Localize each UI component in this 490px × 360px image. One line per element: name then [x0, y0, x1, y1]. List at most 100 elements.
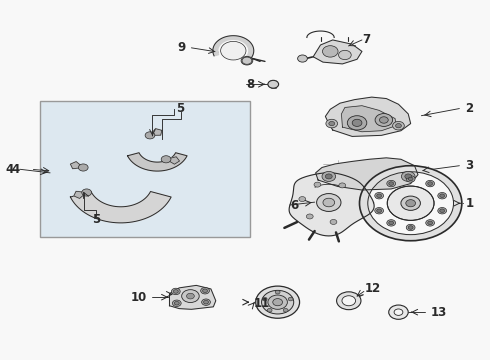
Circle shape — [314, 182, 321, 187]
Text: 11: 11 — [254, 297, 270, 310]
Text: 1: 1 — [465, 197, 473, 210]
Circle shape — [202, 299, 210, 305]
Circle shape — [408, 177, 413, 181]
Circle shape — [440, 209, 444, 212]
Text: 5: 5 — [176, 102, 185, 115]
Circle shape — [172, 288, 180, 295]
Polygon shape — [325, 97, 411, 136]
Circle shape — [438, 207, 446, 214]
Polygon shape — [213, 36, 254, 58]
Text: 9: 9 — [177, 41, 186, 54]
Circle shape — [426, 180, 435, 187]
Circle shape — [325, 174, 332, 179]
Circle shape — [406, 200, 416, 207]
Circle shape — [375, 113, 392, 126]
Circle shape — [339, 50, 351, 60]
Circle shape — [440, 194, 444, 198]
Circle shape — [203, 300, 208, 304]
Circle shape — [408, 226, 413, 229]
Circle shape — [395, 123, 401, 128]
Circle shape — [387, 180, 395, 187]
Polygon shape — [71, 192, 171, 223]
Circle shape — [389, 305, 408, 319]
Circle shape — [375, 207, 384, 214]
FancyBboxPatch shape — [40, 102, 250, 237]
Polygon shape — [316, 158, 418, 190]
Circle shape — [262, 291, 294, 314]
Polygon shape — [150, 129, 162, 135]
Circle shape — [387, 186, 434, 220]
Circle shape — [187, 293, 195, 299]
Circle shape — [428, 182, 433, 185]
Circle shape — [377, 209, 382, 212]
Text: 13: 13 — [431, 306, 447, 319]
Circle shape — [389, 182, 393, 185]
Polygon shape — [289, 173, 374, 236]
Circle shape — [299, 197, 306, 202]
Circle shape — [379, 117, 388, 123]
Circle shape — [275, 291, 280, 294]
Circle shape — [268, 295, 288, 309]
Circle shape — [342, 296, 356, 306]
Circle shape — [273, 298, 283, 306]
Circle shape — [220, 41, 246, 60]
Circle shape — [326, 119, 338, 128]
Circle shape — [438, 193, 446, 199]
Text: 3: 3 — [465, 159, 473, 172]
Polygon shape — [342, 106, 396, 132]
Circle shape — [347, 116, 367, 130]
Circle shape — [201, 288, 209, 294]
Circle shape — [82, 189, 92, 196]
Text: 7: 7 — [362, 33, 370, 46]
Text: 5: 5 — [92, 213, 100, 226]
Circle shape — [306, 214, 313, 219]
Text: 4: 4 — [6, 163, 14, 176]
Circle shape — [428, 221, 433, 225]
Polygon shape — [170, 285, 216, 309]
Text: 10: 10 — [130, 291, 147, 304]
Circle shape — [145, 132, 155, 139]
Circle shape — [202, 289, 207, 293]
Circle shape — [330, 220, 337, 224]
Circle shape — [401, 196, 420, 210]
Circle shape — [375, 193, 384, 199]
Circle shape — [405, 174, 412, 179]
Circle shape — [339, 183, 345, 188]
Circle shape — [394, 309, 403, 315]
Circle shape — [288, 297, 293, 301]
Circle shape — [297, 55, 307, 62]
Circle shape — [329, 121, 335, 126]
Circle shape — [377, 194, 382, 198]
Circle shape — [406, 176, 415, 182]
Circle shape — [161, 156, 171, 163]
Circle shape — [323, 198, 335, 207]
Circle shape — [174, 301, 179, 305]
Polygon shape — [166, 157, 179, 164]
Text: 6: 6 — [290, 198, 298, 212]
Circle shape — [322, 171, 336, 181]
Circle shape — [387, 220, 395, 226]
Text: 2: 2 — [465, 102, 473, 115]
Circle shape — [401, 171, 415, 181]
Circle shape — [389, 221, 393, 225]
Text: 12: 12 — [365, 282, 381, 295]
Polygon shape — [360, 166, 462, 241]
Text: 4: 4 — [12, 163, 20, 176]
Circle shape — [322, 46, 338, 57]
Circle shape — [337, 292, 361, 310]
Circle shape — [283, 309, 288, 312]
Circle shape — [256, 286, 299, 318]
Polygon shape — [313, 40, 362, 64]
Circle shape — [262, 297, 267, 301]
Circle shape — [78, 164, 88, 171]
Circle shape — [406, 224, 415, 231]
Circle shape — [352, 119, 362, 126]
Circle shape — [392, 121, 404, 130]
Circle shape — [241, 57, 253, 65]
Circle shape — [267, 309, 272, 312]
Circle shape — [268, 80, 279, 88]
Circle shape — [426, 220, 435, 226]
Circle shape — [173, 290, 178, 293]
Polygon shape — [71, 162, 83, 169]
Text: 8: 8 — [246, 78, 254, 91]
